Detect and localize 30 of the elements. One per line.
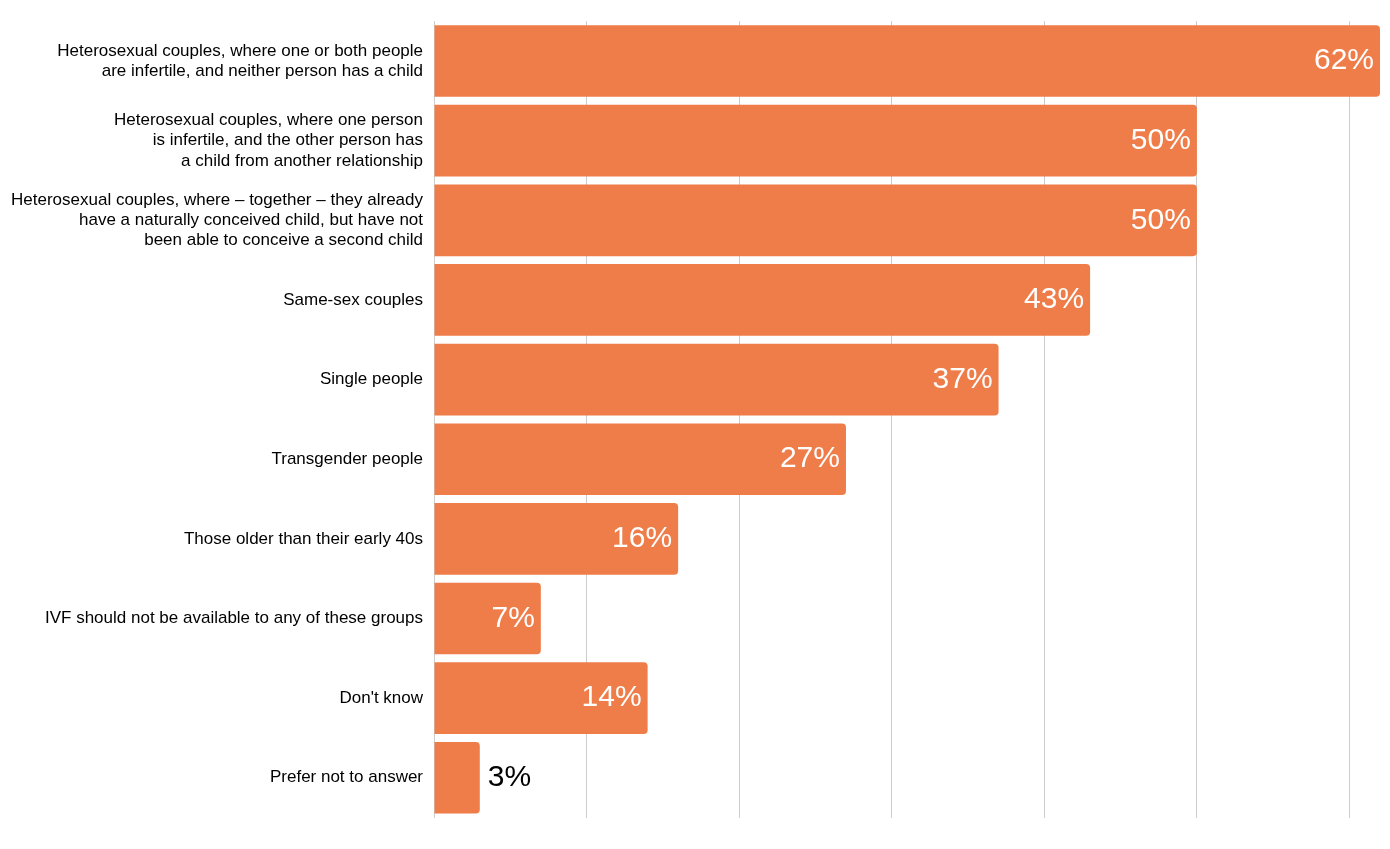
y-tick-label: Heterosexual couples, where one person is infertile, and the other person has a child from another relationship	[113, 109, 424, 170]
bar	[434, 343, 999, 416]
y-tick-label: Same-sex couples	[283, 289, 424, 309]
data-label: 43%	[1024, 281, 1085, 315]
data-label: 50%	[1130, 121, 1191, 155]
data-label: 50%	[1130, 201, 1191, 235]
data-label: 3%	[487, 759, 532, 793]
data-label: 62%	[1313, 42, 1374, 76]
y-tick-label: Prefer not to answer	[269, 767, 424, 787]
data-label: 16%	[612, 520, 673, 554]
y-tick-label: Heterosexual couples, where – together – they already have a naturally conceived child, but have not been able to conceive a second child	[10, 189, 424, 250]
bar	[434, 423, 846, 496]
y-tick-label: IVF should not be available to any of these groups	[44, 608, 424, 628]
bar	[434, 25, 1380, 97]
data-label: 37%	[932, 360, 993, 394]
bar	[434, 104, 1197, 177]
bar	[434, 264, 1091, 336]
y-tick-label: Don't know	[339, 687, 424, 707]
bar	[434, 582, 541, 655]
data-label: 14%	[581, 679, 642, 713]
data-label: 27%	[779, 440, 840, 474]
y-tick-label: Heterosexual couples, where one or both people are infertile, and neither person has a child	[57, 40, 424, 80]
bar	[434, 184, 1197, 257]
bar	[434, 741, 480, 814]
y-tick-label: Transgender people	[271, 448, 424, 468]
y-tick-label: Single people	[319, 369, 424, 389]
data-label: 7%	[491, 599, 535, 633]
bar	[434, 662, 648, 734]
y-tick-label: Those older than their early 40s	[183, 528, 424, 548]
bar	[434, 503, 679, 575]
